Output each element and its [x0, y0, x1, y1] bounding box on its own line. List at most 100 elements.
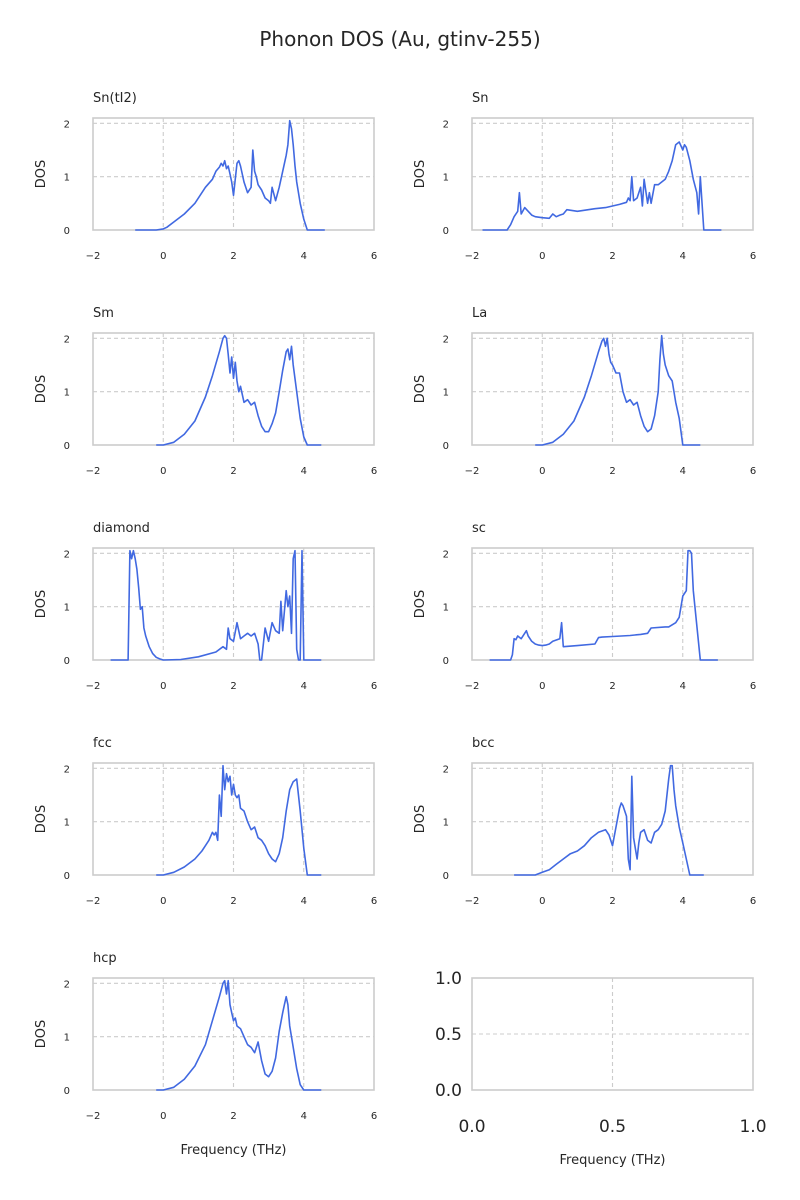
x-tick-label: 1.0	[739, 1117, 766, 1137]
y-tick-label: 0	[443, 441, 449, 452]
x-tick-label: −2	[465, 466, 480, 477]
subplot-hcp: −2 0 2 4 6 0 1 2 hcp DOS Frequency (THz)	[34, 951, 377, 1158]
x-tick-label: −2	[86, 466, 101, 477]
x-tick-label: 0	[539, 251, 545, 262]
subplot-sn-ti2: −2 0 2 4 6 0 1 2 Sn(tI2) DOS	[34, 91, 377, 262]
subplot-sm: −2 0 2 4 6 0 1 2 Sm DOS	[34, 306, 377, 477]
subplot-title: diamond	[93, 521, 150, 536]
y-tick-label: 0	[443, 656, 449, 667]
subplot-title: La	[472, 306, 487, 321]
x-tick-label: −2	[86, 251, 101, 262]
subplot-title: hcp	[93, 951, 117, 966]
y-axis-label: DOS	[413, 160, 428, 189]
y-axis-label: DOS	[34, 590, 49, 619]
y-tick-label: 2	[443, 764, 449, 775]
subplot-fcc: −2 0 2 4 6 0 1 2 fcc DOS	[34, 736, 377, 907]
x-tick-label: 4	[680, 681, 686, 692]
x-tick-label: 2	[230, 1111, 236, 1122]
x-tick-label: 0	[539, 681, 545, 692]
y-tick-label: 1	[64, 1033, 70, 1044]
x-tick-label: 2	[609, 466, 615, 477]
x-tick-label: −2	[465, 251, 480, 262]
plot-frame	[471, 977, 754, 1091]
y-tick-label: 0	[443, 226, 449, 237]
x-tick-label: 6	[750, 896, 756, 907]
dos-line	[535, 334, 701, 446]
y-tick-label: 1	[64, 388, 70, 399]
x-tick-label: 2	[230, 251, 236, 262]
x-tick-label: 4	[301, 466, 307, 477]
x-tick-label: 0	[160, 251, 166, 262]
y-axis-label: DOS	[413, 590, 428, 619]
y-tick-label: 0.5	[435, 1025, 462, 1045]
y-tick-label: 2	[443, 549, 449, 560]
x-tick-label: 0	[160, 896, 166, 907]
y-tick-label: 0	[64, 1086, 70, 1097]
y-tick-label: 1	[64, 173, 70, 184]
x-tick-label: 2	[230, 466, 236, 477]
subplot-title: Sm	[93, 306, 114, 321]
y-tick-label: 2	[64, 764, 70, 775]
x-tick-label: 6	[371, 1111, 377, 1122]
plot-frame	[92, 762, 375, 876]
y-tick-label: 0.0	[435, 1081, 462, 1101]
subplot-bcc: −2 0 2 4 6 0 1 2 bcc DOS	[413, 736, 756, 907]
x-tick-label: 6	[371, 251, 377, 262]
x-tick-label: 6	[371, 466, 377, 477]
y-axis-label: DOS	[413, 805, 428, 834]
subplot-title: Sn(tI2)	[93, 91, 137, 106]
subplot-sc: −2 0 2 4 6 0 1 2 sc DOS	[413, 521, 756, 692]
x-axis-label: Frequency (THz)	[560, 1153, 666, 1168]
y-tick-label: 1	[443, 173, 449, 184]
x-tick-label: 2	[230, 896, 236, 907]
y-tick-label: 2	[64, 119, 70, 130]
y-axis-label: DOS	[34, 375, 49, 404]
y-tick-label: 0	[64, 441, 70, 452]
subplot-diamond: −2 0 2 4 6 0 1 2 diamond DOS	[34, 521, 377, 692]
x-tick-label: −2	[465, 681, 480, 692]
x-tick-label: 0.0	[458, 1117, 485, 1137]
figure-title: Phonon DOS (Au, gtinv-255)	[259, 27, 540, 51]
x-tick-label: 6	[750, 466, 756, 477]
plot-frame	[92, 117, 375, 231]
x-tick-label: 2	[230, 681, 236, 692]
y-tick-label: 2	[64, 549, 70, 560]
y-tick-label: 1	[64, 818, 70, 829]
x-tick-label: 2	[609, 681, 615, 692]
dos-line	[482, 141, 722, 231]
x-tick-label: 0	[160, 1111, 166, 1122]
y-tick-label: 0	[64, 226, 70, 237]
x-tick-label: 0.5	[599, 1117, 626, 1137]
y-tick-label: 2	[64, 979, 70, 990]
x-tick-label: 0	[160, 681, 166, 692]
dos-line	[514, 764, 704, 876]
x-tick-label: 0	[160, 466, 166, 477]
y-tick-label: 0	[64, 656, 70, 667]
y-tick-label: 1	[443, 388, 449, 399]
plot-frame	[92, 332, 375, 446]
y-tick-label: 1	[443, 603, 449, 614]
dos-line	[156, 764, 322, 876]
y-tick-label: 0	[64, 871, 70, 882]
x-tick-label: 4	[301, 681, 307, 692]
y-tick-label: 2	[443, 119, 449, 130]
subplot-sn: −2 0 2 4 6 0 1 2 Sn DOS	[413, 91, 756, 262]
x-tick-label: 6	[371, 896, 377, 907]
plot-frame	[471, 762, 754, 876]
y-axis-label: DOS	[413, 375, 428, 404]
x-tick-label: 4	[301, 1111, 307, 1122]
plot-frame	[471, 117, 754, 231]
x-tick-label: 4	[301, 896, 307, 907]
x-tick-label: 4	[680, 251, 686, 262]
x-tick-label: 0	[539, 466, 545, 477]
x-axis-label: Frequency (THz)	[181, 1143, 287, 1158]
dos-line	[110, 549, 322, 661]
x-tick-label: −2	[86, 896, 101, 907]
dos-line	[135, 119, 325, 231]
subplot-title: fcc	[93, 736, 112, 751]
x-tick-label: 2	[609, 896, 615, 907]
plot-frame	[92, 547, 375, 661]
y-tick-label: 1	[64, 603, 70, 614]
dos-line	[156, 979, 322, 1091]
